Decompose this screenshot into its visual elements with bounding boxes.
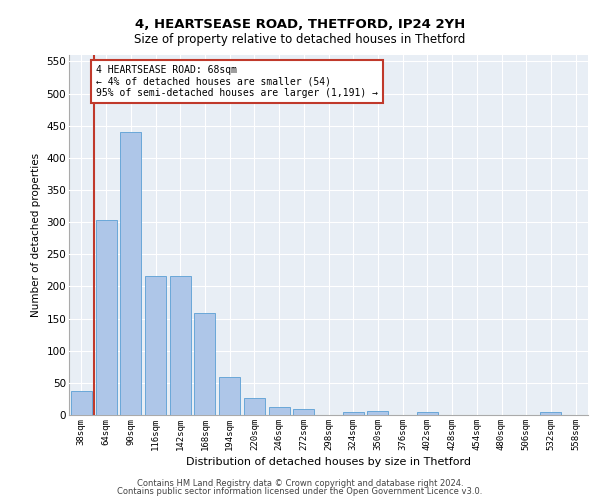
- Bar: [194, 314, 215, 415]
- Bar: [120, 132, 141, 415]
- Bar: [170, 276, 191, 415]
- Bar: [293, 409, 314, 415]
- Text: 4 HEARTSEASE ROAD: 68sqm
← 4% of detached houses are smaller (54)
95% of semi-de: 4 HEARTSEASE ROAD: 68sqm ← 4% of detache…: [96, 64, 378, 98]
- Text: 4, HEARTSEASE ROAD, THETFORD, IP24 2YH: 4, HEARTSEASE ROAD, THETFORD, IP24 2YH: [135, 18, 465, 30]
- Bar: [244, 398, 265, 415]
- Bar: [417, 412, 438, 415]
- Y-axis label: Number of detached properties: Number of detached properties: [31, 153, 41, 317]
- X-axis label: Distribution of detached houses by size in Thetford: Distribution of detached houses by size …: [186, 457, 471, 467]
- Bar: [145, 276, 166, 415]
- Bar: [367, 411, 388, 415]
- Bar: [541, 412, 562, 415]
- Bar: [343, 412, 364, 415]
- Bar: [219, 377, 240, 415]
- Text: Size of property relative to detached houses in Thetford: Size of property relative to detached ho…: [134, 32, 466, 46]
- Bar: [95, 220, 116, 415]
- Text: Contains HM Land Registry data © Crown copyright and database right 2024.: Contains HM Land Registry data © Crown c…: [137, 478, 463, 488]
- Bar: [71, 391, 92, 415]
- Text: Contains public sector information licensed under the Open Government Licence v3: Contains public sector information licen…: [118, 487, 482, 496]
- Bar: [269, 406, 290, 415]
